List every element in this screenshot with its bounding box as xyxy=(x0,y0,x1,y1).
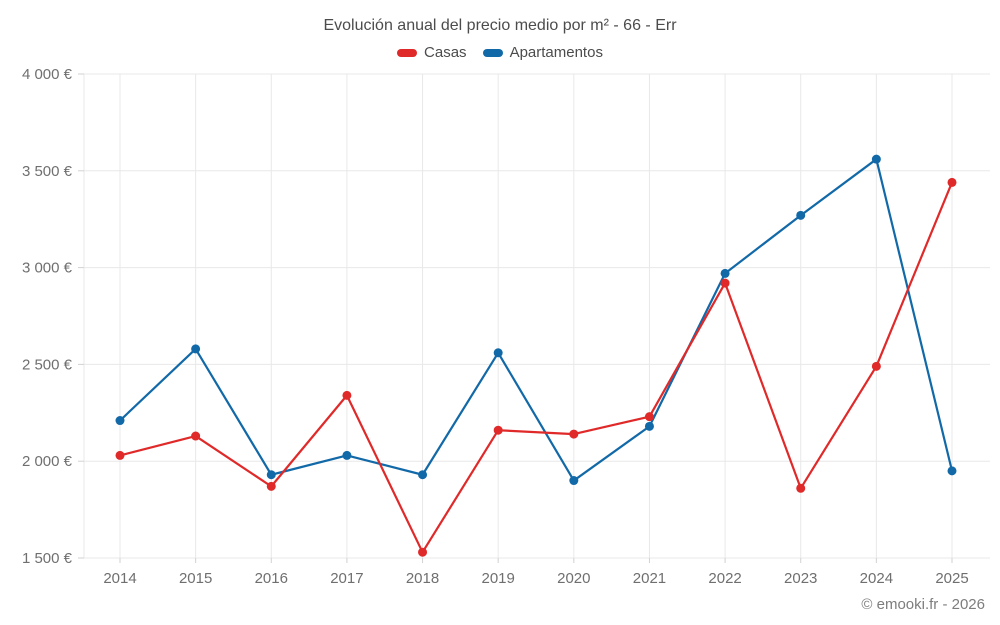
legend-label-casas: Casas xyxy=(424,44,467,61)
legend-label-apartamentos: Apartamentos xyxy=(509,44,603,61)
data-point-casas-2018[interactable] xyxy=(418,547,428,557)
data-point-apartamentos-2024[interactable] xyxy=(871,154,881,164)
data-point-casas-2016[interactable] xyxy=(266,481,276,491)
x-axis-tick-label: 2014 xyxy=(103,570,136,587)
data-point-casas-2017[interactable] xyxy=(342,390,352,400)
legend-swatch-apartamentos xyxy=(482,48,503,57)
data-point-casas-2025[interactable] xyxy=(947,177,957,187)
data-point-apartamentos-2018[interactable] xyxy=(418,470,428,480)
legend-item-casas[interactable]: Casas xyxy=(397,44,467,61)
y-axis-tick-label: 3 000 € xyxy=(22,260,73,277)
data-point-apartamentos-2022[interactable] xyxy=(720,268,730,278)
data-point-apartamentos-2021[interactable] xyxy=(644,421,654,431)
y-axis-tick-label: 2 500 € xyxy=(22,356,73,373)
y-axis-tick-label: 1 500 € xyxy=(22,550,73,567)
x-axis-tick-label: 2021 xyxy=(633,570,666,587)
data-point-apartamentos-2017[interactable] xyxy=(342,450,352,460)
x-axis-tick-label: 2020 xyxy=(557,570,590,587)
data-point-apartamentos-2025[interactable] xyxy=(947,466,957,476)
x-axis-tick-label: 2015 xyxy=(179,570,212,587)
chart-title: Evolución anual del precio medio por m² … xyxy=(323,17,677,34)
data-point-apartamentos-2016[interactable] xyxy=(266,470,276,480)
data-point-casas-2023[interactable] xyxy=(796,483,806,493)
x-axis-tick-label: 2025 xyxy=(935,570,968,587)
data-point-casas-2024[interactable] xyxy=(871,361,881,371)
data-point-apartamentos-2023[interactable] xyxy=(796,210,806,220)
data-point-casas-2021[interactable] xyxy=(644,412,654,422)
data-point-apartamentos-2020[interactable] xyxy=(569,476,579,486)
x-axis-tick-label: 2024 xyxy=(860,570,893,587)
data-point-casas-2015[interactable] xyxy=(191,431,201,441)
data-point-casas-2022[interactable] xyxy=(720,278,730,288)
legend-swatch-casas xyxy=(397,48,418,57)
x-axis-tick-label: 2018 xyxy=(406,570,439,587)
data-point-casas-2019[interactable] xyxy=(493,425,503,435)
y-axis-tick-label: 4 000 € xyxy=(22,66,73,83)
y-axis-tick-label: 2 000 € xyxy=(22,453,73,470)
x-axis-tick-label: 2022 xyxy=(708,570,741,587)
series-line-apartamentos xyxy=(118,158,954,482)
x-axis-tick-label: 2016 xyxy=(255,570,288,587)
data-point-casas-2014[interactable] xyxy=(115,450,125,460)
x-axis-tick-label: 2023 xyxy=(784,570,817,587)
x-axis-tick-label: 2019 xyxy=(481,570,514,587)
data-point-casas-2020[interactable] xyxy=(569,429,579,439)
x-axis-tick-label: 2017 xyxy=(330,570,363,587)
chart-legend: Casas Apartamentos xyxy=(0,44,1000,61)
legend-item-apartamentos[interactable]: Apartamentos xyxy=(482,44,603,61)
data-point-apartamentos-2019[interactable] xyxy=(493,348,503,358)
series-line-casas xyxy=(118,181,954,554)
data-point-apartamentos-2015[interactable] xyxy=(191,344,201,354)
y-axis-tick-label: 3 500 € xyxy=(22,163,73,180)
data-point-apartamentos-2014[interactable] xyxy=(115,416,125,426)
copyright-credit: © emooki.fr - 2026 xyxy=(861,596,985,613)
